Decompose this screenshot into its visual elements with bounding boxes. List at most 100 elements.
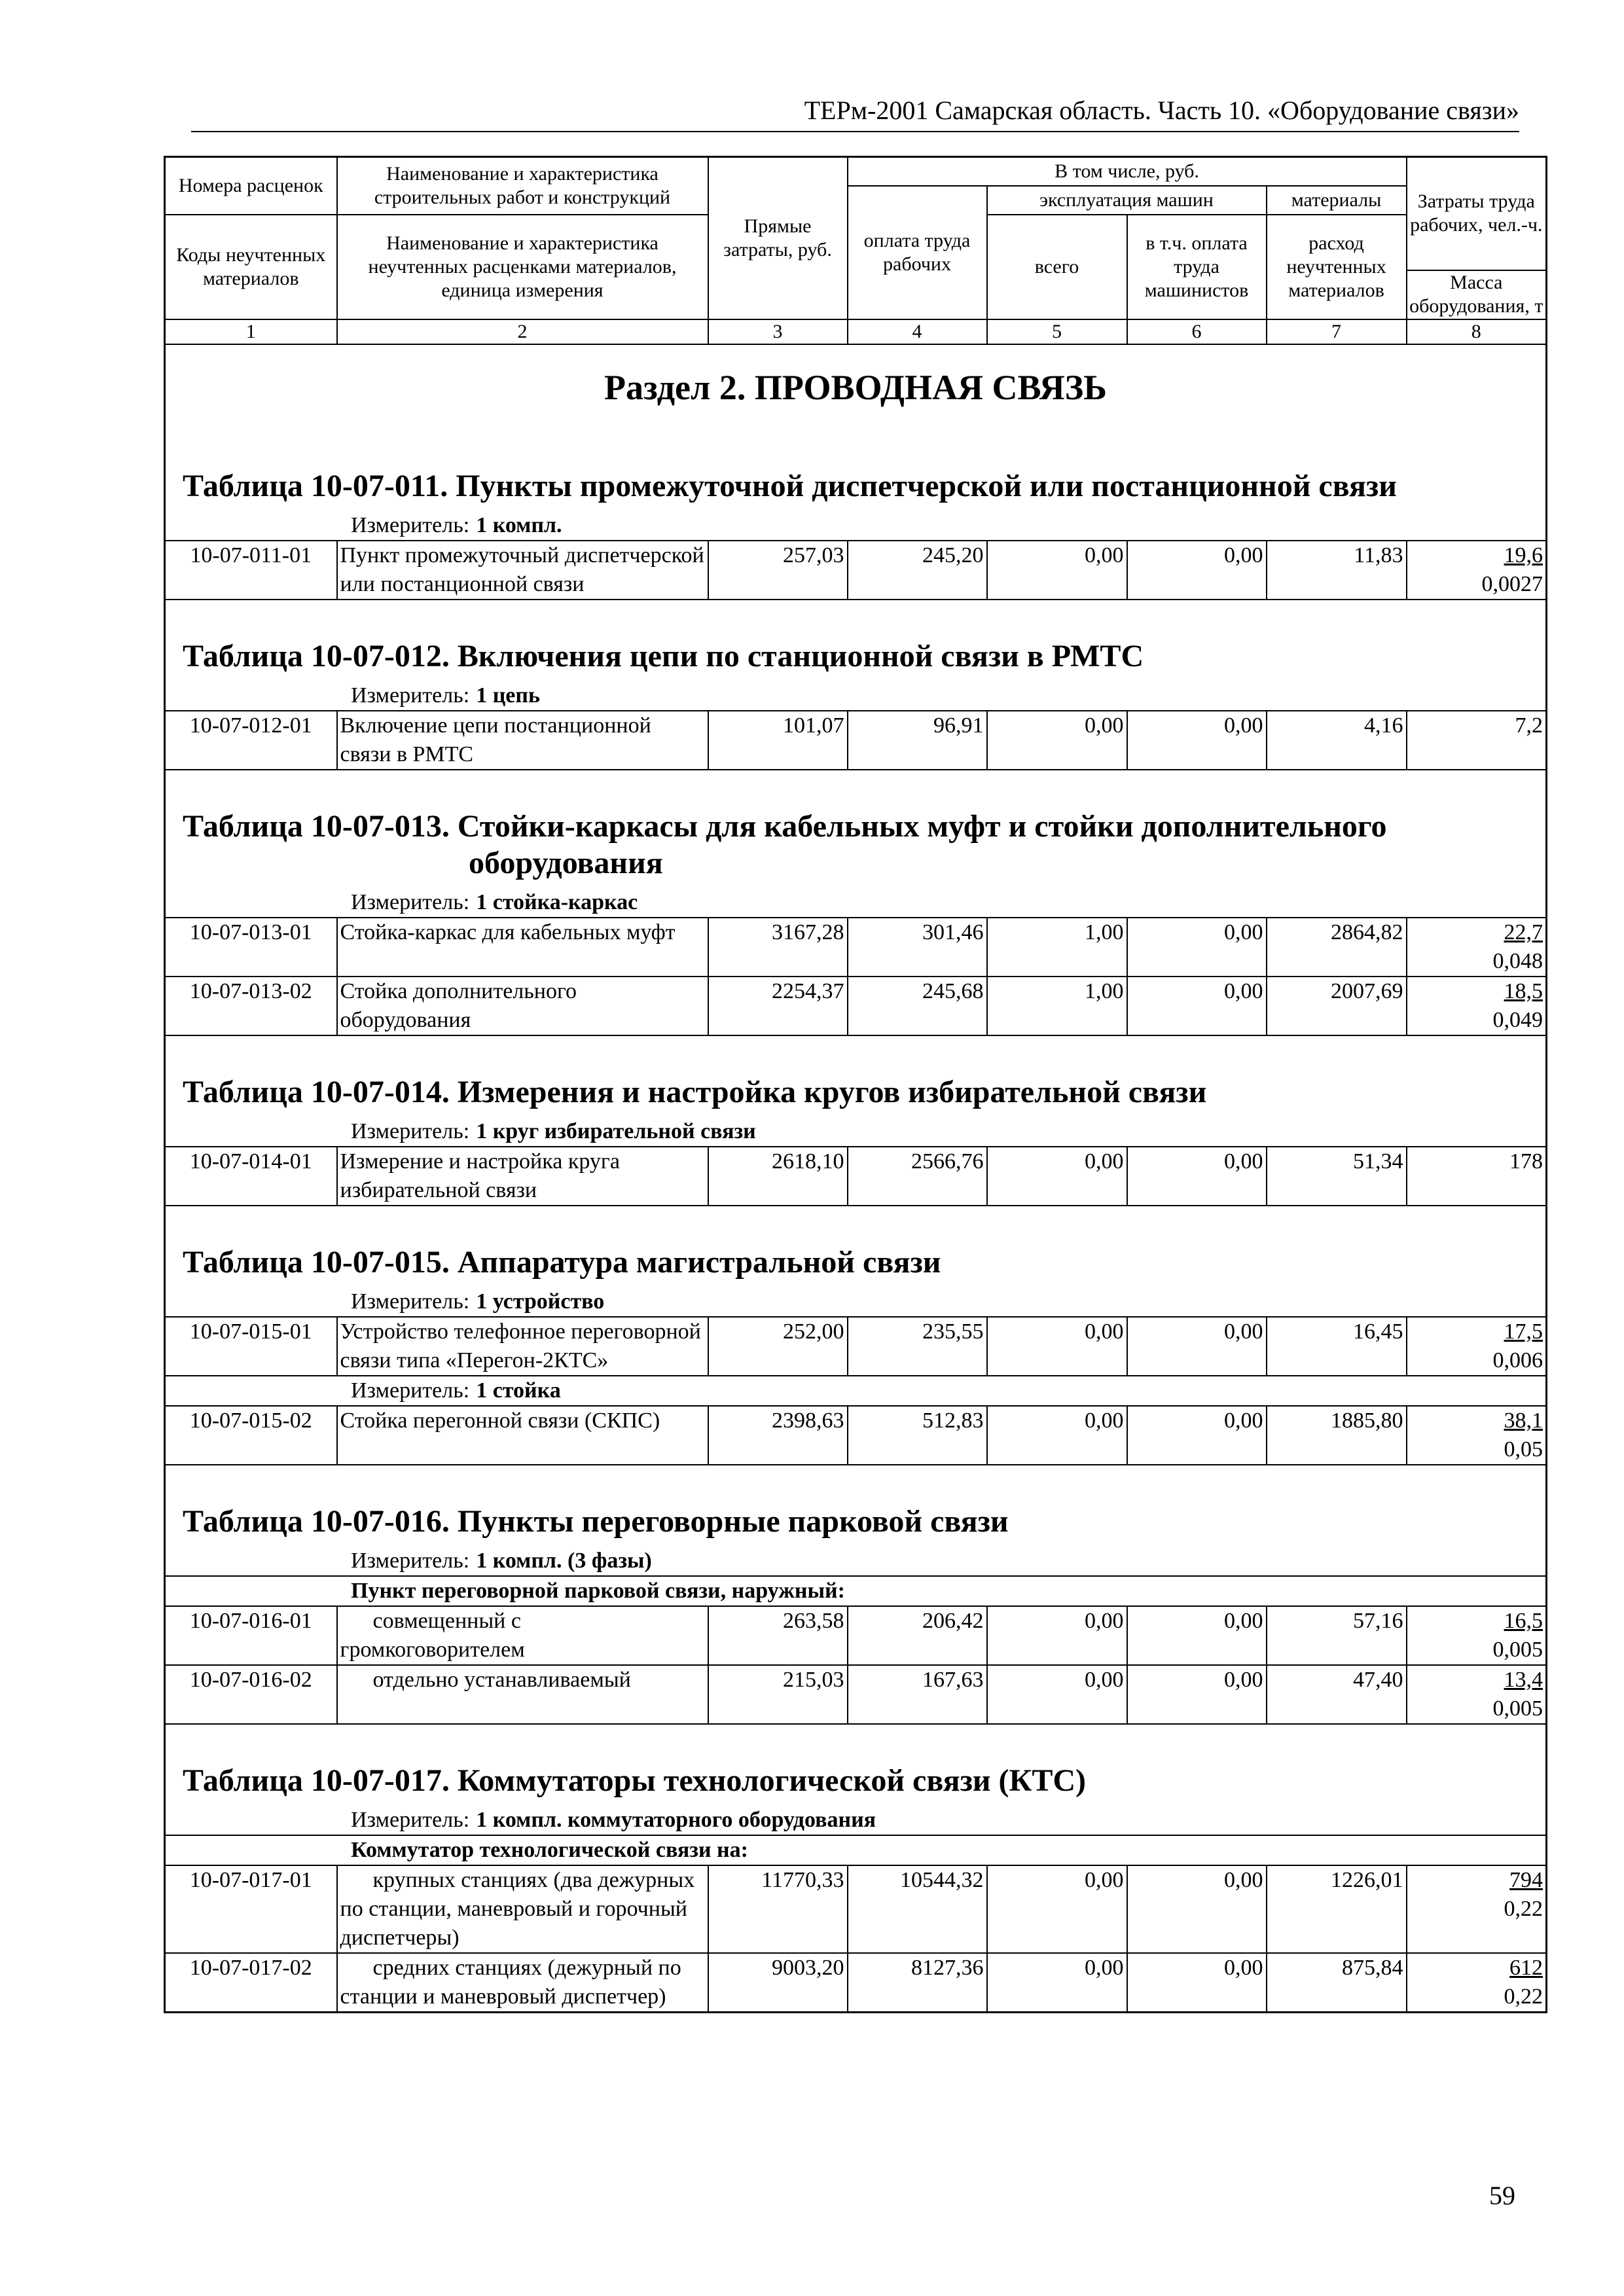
measure-row: Измеритель: 1 стойка-каркас [164, 888, 1547, 918]
rate-materials: 1885,80 [1265, 1405, 1407, 1465]
rate-name: отдельно устанавливаемый [336, 1664, 709, 1725]
measure-unit: 1 компл. (3 фазы) [476, 1548, 652, 1573]
subheading: Коммутатор технологической связи на: [164, 1834, 1547, 1866]
table-title-row: Таблица 10-07-013. Стойки-каркасы для ка… [164, 769, 1547, 888]
table-title: Таблица 10-07-011. Пункты промежуточной … [164, 444, 1547, 511]
equipment-mass: 0,005 [1492, 1637, 1543, 1662]
table-title-row: Таблица 10-07-016. Пункты переговорные п… [164, 1464, 1547, 1547]
measure-row: Измеритель: 1 цепь [164, 681, 1547, 711]
section-row: Раздел 2. ПРОВОДНАЯ СВЯЗЬ [164, 344, 1547, 445]
rate-machines: 0,00 [986, 539, 1128, 600]
equipment-mass: 0,006 [1492, 1348, 1543, 1372]
measure-unit: 1 круг избирательной связи [476, 1119, 756, 1143]
measure-row: Измеритель: 1 компл. (3 фазы) [164, 1546, 1547, 1576]
rate-machinists: 0,00 [1126, 709, 1267, 770]
header-cell: Масса оборудования, т [1405, 269, 1547, 320]
rate-row: 10-07-017-02 средних станциях (дежурный п… [164, 1952, 1547, 2013]
measure-cell: Измеритель: 1 компл. [164, 511, 1547, 541]
labor-cell: 16,5 0,005 [1405, 1605, 1547, 1666]
rate-code: 10-07-015-01 [164, 1316, 338, 1376]
rate-materials: 11,83 [1265, 539, 1407, 600]
table-title: Таблица 10-07-017. Коммутаторы технологи… [164, 1723, 1547, 1806]
rate-machines: 0,00 [986, 1664, 1128, 1725]
measure-label: Измеритель: [351, 889, 470, 914]
column-number: 4 [846, 318, 988, 345]
table-title: Таблица 10-07-012. Включения цепи по ста… [164, 599, 1547, 681]
rate-direct: 263,58 [707, 1605, 848, 1666]
rate-code: 10-07-013-02 [164, 975, 338, 1036]
rate-machinists: 0,00 [1126, 1864, 1267, 1954]
rate-name: совмещенный с громкоговорителем [336, 1605, 709, 1666]
rate-row: 10-07-012-01 Включение цепи постанционной… [164, 709, 1547, 770]
rate-materials: 2864,82 [1265, 916, 1407, 977]
rate-wages: 245,68 [846, 975, 988, 1036]
measure-cell: Измеритель: 1 устройство [164, 1287, 1547, 1317]
rate-machinists: 0,00 [1126, 1316, 1267, 1376]
rate-wages: 512,83 [846, 1405, 988, 1465]
measure-label: Измеритель: [351, 1548, 470, 1573]
rate-machines: 1,00 [986, 975, 1128, 1036]
header-cell: эксплуатация машин [986, 185, 1267, 215]
rate-code: 10-07-016-01 [164, 1605, 338, 1666]
rate-materials: 57,16 [1265, 1605, 1407, 1666]
rate-machinists: 0,00 [1126, 975, 1267, 1036]
rate-direct: 2398,63 [707, 1405, 848, 1465]
rate-row: 10-07-016-02 отдельно устанавливаемый 215,… [164, 1664, 1547, 1725]
rate-direct: 2618,10 [707, 1145, 848, 1206]
measure-cell: Измеритель: 1 стойка-каркас [164, 888, 1547, 918]
rate-direct: 9003,20 [707, 1952, 848, 2013]
subheading: Пункт переговорной парковой связи, наруж… [164, 1575, 1547, 1607]
labor-cost: 16,5 [1504, 1608, 1543, 1633]
table-title-row: Таблица 10-07-012. Включения цепи по ста… [164, 599, 1547, 681]
rate-wages: 301,46 [846, 916, 988, 977]
header-cell: Наименование и характеристика неучтенных… [336, 213, 709, 320]
rate-wages: 10544,32 [846, 1864, 988, 1954]
measure-cell: Измеритель: 1 компл. коммутаторного обору… [164, 1805, 1547, 1835]
rate-machinists: 0,00 [1126, 1145, 1267, 1206]
rate-name: Пункт промежуточный диспетчерской или по… [336, 539, 709, 600]
measure-label: Измеритель: [351, 1807, 470, 1832]
rate-direct: 252,00 [707, 1316, 848, 1376]
column-number: 6 [1126, 318, 1267, 345]
rate-materials: 51,34 [1265, 1145, 1407, 1206]
equipment-mass: 0,0027 [1481, 571, 1543, 596]
header-cell: всего [986, 213, 1128, 320]
rate-row: 10-07-015-01 Устройство телефонное перего… [164, 1316, 1547, 1376]
rate-machinists: 0,00 [1126, 539, 1267, 600]
rate-wages: 206,42 [846, 1605, 988, 1666]
table-title-row: Таблица 10-07-017. Коммутаторы технологи… [164, 1723, 1547, 1806]
rate-name: крупных станциях (два дежурных по станци… [336, 1864, 709, 1954]
measure-label: Измеритель: [351, 1119, 470, 1143]
rate-machinists: 0,00 [1126, 1405, 1267, 1465]
rate-code: 10-07-017-01 [164, 1864, 338, 1954]
rate-row: 10-07-017-01 крупных станциях (два дежурн… [164, 1864, 1547, 1954]
measure-unit: 1 компл. [476, 512, 562, 537]
column-number: 7 [1265, 318, 1407, 345]
column-number: 2 [336, 318, 709, 345]
rate-machines: 0,00 [986, 709, 1128, 770]
rate-name: Включение цепи постанционной связи в РМТ… [336, 709, 709, 770]
measure-unit: 1 стойка-каркас [476, 889, 638, 914]
rate-wages: 245,20 [846, 539, 988, 600]
measure-row: Измеритель: 1 стойка [164, 1375, 1547, 1406]
measure-cell: Измеритель: 1 круг избирательной связи [164, 1117, 1547, 1147]
rate-materials: 2007,69 [1265, 975, 1407, 1036]
labor-cost: 22,7 [1504, 920, 1543, 944]
equipment-mass: 0,005 [1492, 1696, 1543, 1721]
measure-label: Измеритель: [351, 1289, 470, 1314]
measure-cell: Измеритель: 1 стойка [164, 1375, 1547, 1406]
header-cell: в т.ч. оплата труда машинистов [1126, 213, 1267, 320]
table-title-row: Таблица 10-07-014. Измерения и настройка… [164, 1035, 1547, 1117]
labor-cost: 17,5 [1504, 1319, 1543, 1344]
rate-materials: 4,16 [1265, 709, 1407, 770]
column-number: 5 [986, 318, 1128, 345]
rate-machinists: 0,00 [1126, 1664, 1267, 1725]
rate-row: 10-07-013-01 Стойка-каркас для кабельных … [164, 916, 1547, 977]
header-cell: расход неучтенных материалов [1265, 213, 1407, 320]
measure-unit: 1 устройство [476, 1289, 605, 1314]
rate-code: 10-07-016-02 [164, 1664, 338, 1725]
header-cell: Наименование и характеристика строительн… [336, 156, 709, 215]
table-title: Таблица 10-07-013. Стойки-каркасы для ка… [164, 769, 1547, 888]
table-title: Таблица 10-07-015. Аппаратура магистраль… [164, 1205, 1547, 1287]
rate-materials: 875,84 [1265, 1952, 1407, 2013]
